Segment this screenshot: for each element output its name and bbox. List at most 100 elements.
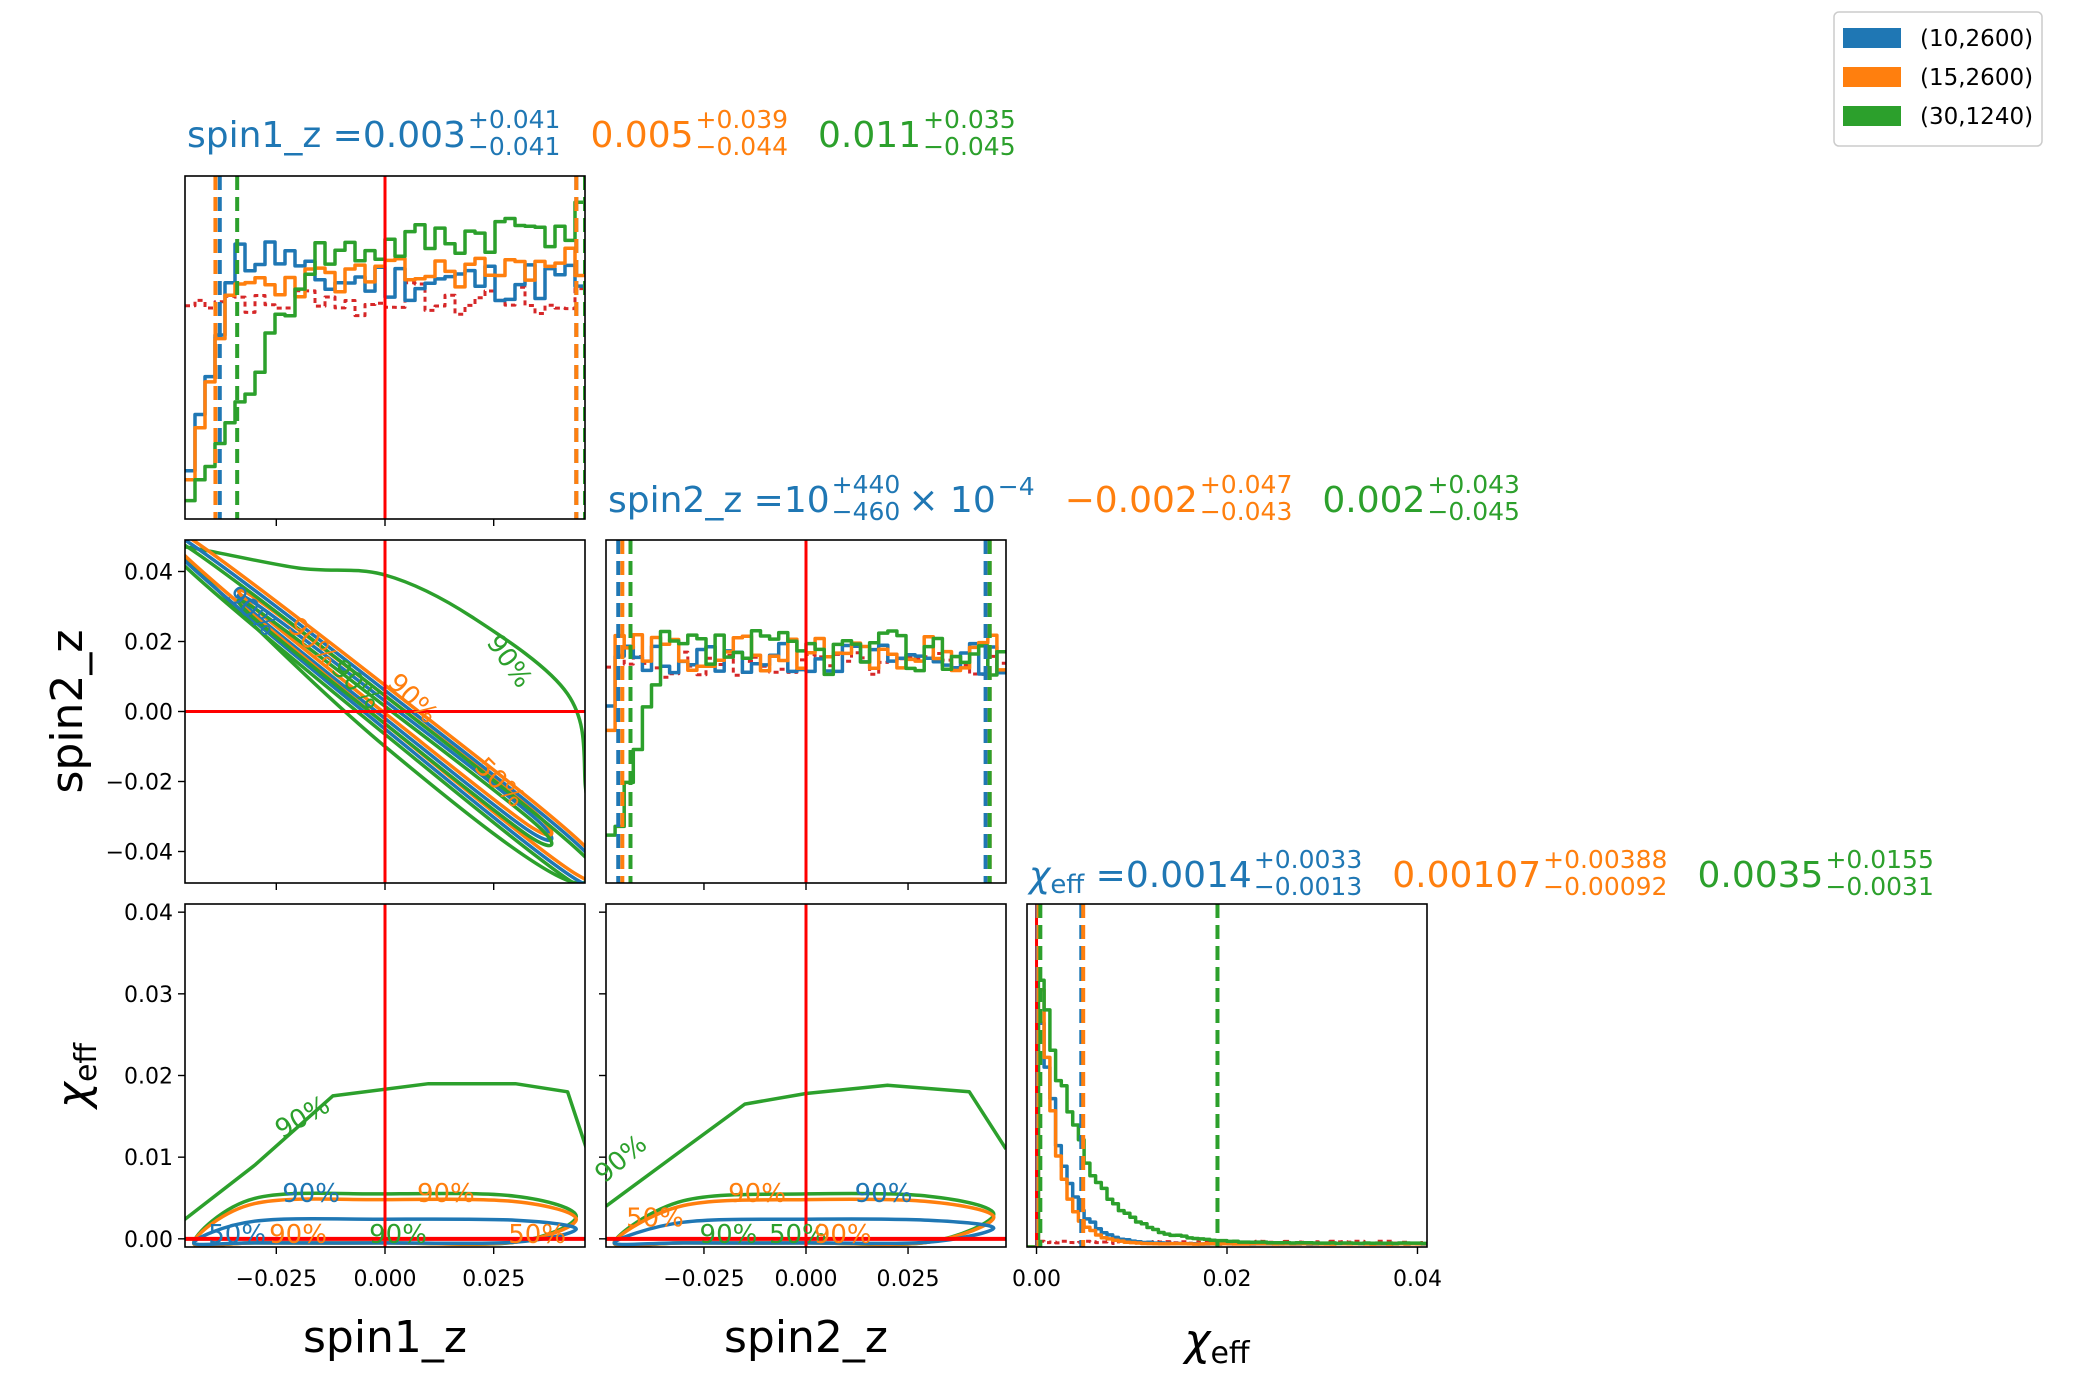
contour-label-90: 90% xyxy=(369,1220,427,1250)
title-spin2z: spin2_z = 10 +440−460 × 10 −4 −0.002 +0.047−0… xyxy=(608,470,1520,526)
title-chieff-plus-run1: +0.0033 xyxy=(1254,845,1362,874)
contour-label-50: 50% xyxy=(769,1220,827,1250)
title-chieff-minus-run2: −0.00092 xyxy=(1543,872,1667,901)
contour-label-90: 90% xyxy=(480,629,538,694)
contour-label-90: 90% xyxy=(855,1179,913,1209)
y-axis-label-chieff-sub: eff xyxy=(69,1042,104,1082)
hist-run2 xyxy=(1027,988,1427,1247)
contour-50-run1 xyxy=(236,593,554,842)
p32-xtick-label: 0.000 xyxy=(775,1267,838,1292)
panels: 90%90%90%90%90%50%−0.04−0.020.000.020.04… xyxy=(42,175,1442,1371)
title-chieff-plus-run3: +0.0155 xyxy=(1825,845,1933,874)
panel-chieff-hist: 0.00 0.02 0.04 xyxy=(1012,903,1442,1292)
title-chieff-value-run3: 0.0035 xyxy=(1697,855,1823,896)
title-chieff-value-run1: 0.0014 xyxy=(1126,855,1252,896)
hist-run1 xyxy=(1027,1021,1427,1247)
p21-ytick-label: 0.04 xyxy=(124,561,173,586)
legend-label-2: (15,2600) xyxy=(1920,65,2033,91)
title-spin1z: spin1_z = 0.003 +0.041−0.041 0.005 +0.039−0… xyxy=(187,105,1016,161)
title-spin1z-plus-run3: +0.035 xyxy=(923,105,1016,134)
title-chieff-value-run2: 0.00107 xyxy=(1392,855,1541,896)
p32-xtick-label: −0.025 xyxy=(663,1267,744,1292)
x-axis-label-spin1z: spin1_z xyxy=(303,1312,467,1363)
plot-area-spin1z-hist xyxy=(185,176,585,519)
legend-swatch-3 xyxy=(1843,106,1901,126)
title-spin1z-prefix: spin1_z = xyxy=(187,115,363,156)
title-spin2z-value-run1: 10 xyxy=(784,480,830,521)
title-spin1z-minus-run1: −0.041 xyxy=(468,132,561,161)
p31-ytick-label: 0.04 xyxy=(124,901,173,926)
p33-xtick-label: 0.04 xyxy=(1393,1267,1442,1292)
contour-label-50: 50% xyxy=(626,1204,684,1234)
legend-swatch-2 xyxy=(1843,67,1901,87)
y-axis-label-chieff: χeff xyxy=(48,1042,104,1111)
p31-xtick-label: 0.025 xyxy=(462,1267,525,1292)
x-axis-label-spin2z: spin2_z xyxy=(724,1312,888,1363)
title-chieff-prefix: χeff = xyxy=(1027,855,1126,900)
legend-label-1: (10,2600) xyxy=(1920,26,2033,52)
x-axis-label-chieff-sub: eff xyxy=(1210,1336,1250,1371)
title-chieff-prefix-symbol: χ xyxy=(1027,855,1052,896)
plot-area-chieff-hist xyxy=(1027,904,1427,1247)
title-spin1z-value-run3: 0.011 xyxy=(818,115,921,156)
contour-label-50: 50% xyxy=(508,1220,566,1250)
p31-ytick-label: 0.02 xyxy=(124,1065,173,1090)
contour-90-run3 xyxy=(185,543,585,883)
p21-ytick-label: 0.02 xyxy=(124,631,173,656)
p21-ytick-label: 0.00 xyxy=(124,701,173,726)
title-chieff-prefix-rest: = xyxy=(1084,855,1126,896)
title-chieff-plus-run2: +0.00388 xyxy=(1543,845,1667,874)
p33-xtick-label: 0.02 xyxy=(1203,1267,1252,1292)
contour-label-90: 90% xyxy=(728,1179,786,1209)
p31-ytick-label: 0.01 xyxy=(124,1146,173,1171)
title-spin2z-exponent: −4 xyxy=(998,472,1035,501)
title-spin1z-value-run1: 0.003 xyxy=(363,115,466,156)
y-axis-label-chieff-symbol: χ xyxy=(48,1080,99,1110)
contour-90-run1 xyxy=(612,1217,996,1247)
title-spin2z-plus-run1: +440 xyxy=(832,470,901,499)
x-axis-label-chieff: χeff xyxy=(1182,1315,1251,1371)
title-spin2z-plus-run2: +0.047 xyxy=(1200,470,1293,499)
p31-xtick-label: 0.000 xyxy=(354,1267,417,1292)
contour-label-90: 90% xyxy=(282,1179,340,1209)
contour-label-90: 90% xyxy=(270,1090,335,1145)
legend-label-3: (30,1240) xyxy=(1920,104,2033,130)
contour-90-run2 xyxy=(185,540,585,881)
title-spin2z-suffix: × 10 xyxy=(908,480,995,521)
panel-titles: spin1_z = 0.003 +0.041−0.041 0.005 +0.039 −0… xyxy=(187,105,1934,901)
title-spin1z-plus-run2: +0.039 xyxy=(696,105,789,134)
title-spin2z-value-run3: 0.002 xyxy=(1322,480,1425,521)
title-spin2z-minus-run1: −460 xyxy=(832,497,901,526)
p32-xtick-label: 0.025 xyxy=(877,1267,940,1292)
p31-xtick-label: −0.025 xyxy=(236,1267,317,1292)
panel-spin1z-hist xyxy=(184,175,586,526)
y-axis-label-spin2z: spin2_z xyxy=(42,629,93,793)
p31-ytick-label: 0.03 xyxy=(124,983,173,1008)
title-spin2z-plus-run3: +0.043 xyxy=(1427,470,1520,499)
title-chieff-minus-run3: −0.0031 xyxy=(1825,872,1933,901)
title-spin2z-prefix: spin2_z = xyxy=(608,480,784,521)
title-spin2z-minus-run3: −0.045 xyxy=(1427,497,1520,526)
plot-area-spin2z-hist xyxy=(606,540,1006,883)
title-spin1z-value-run2: 0.005 xyxy=(590,115,693,156)
p21-ytick-label: −0.04 xyxy=(106,841,173,866)
frame-chieff-hist xyxy=(1026,903,1428,1248)
plot-area-spin1z-spin2z xyxy=(185,540,585,883)
contour-label-50: 50% xyxy=(208,1220,266,1250)
legend: (10,2600) (15,2600) (30,1240) xyxy=(1833,11,2043,147)
contour-label-90: 90% xyxy=(269,1220,327,1250)
contour-90-run3 xyxy=(185,1081,585,1222)
p21-ytick-label: −0.02 xyxy=(106,771,173,796)
contour-label-90: 90% xyxy=(814,1220,872,1250)
panel-spin1z-spin2z: 90%90%90%90%90%50%−0.04−0.020.000.020.04 xyxy=(106,539,586,890)
contour-50-run3 xyxy=(236,598,554,848)
panel-spin2z-hist xyxy=(605,539,1007,890)
plot-area-spin2z-chieff xyxy=(606,904,1006,1247)
title-chieff-prefix-sub: eff xyxy=(1050,870,1085,900)
contour-90-run1 xyxy=(185,540,585,883)
legend-swatch-1 xyxy=(1843,28,1901,48)
hist-run3 xyxy=(1027,978,1427,1247)
title-spin1z-plus-run1: +0.041 xyxy=(468,105,561,134)
contour-label-90: 90% xyxy=(700,1220,758,1250)
